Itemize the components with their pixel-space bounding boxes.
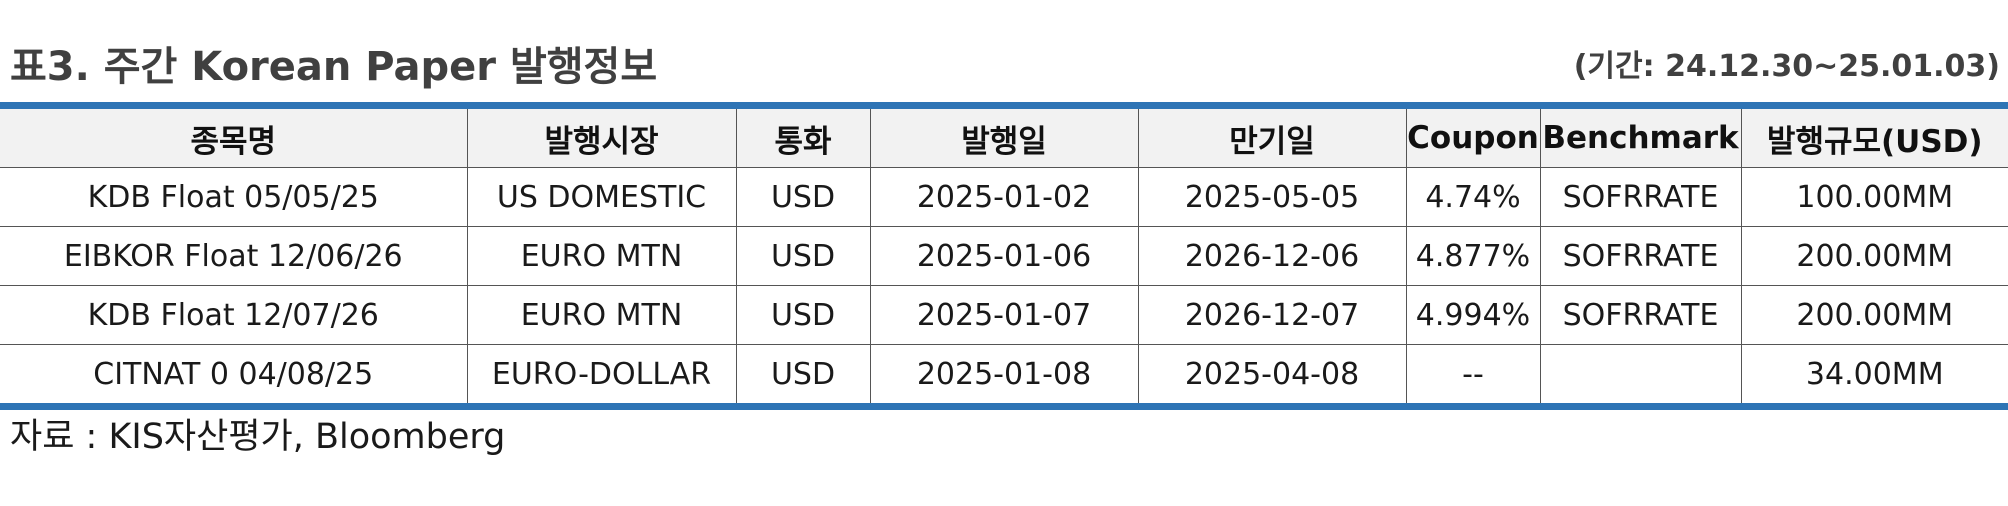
- cell-issue-size: 200.00MM: [1740, 285, 2008, 345]
- cell-maturity-date: 2025-04-08: [1137, 344, 1407, 403]
- cell-market: US DOMESTIC: [466, 167, 737, 227]
- cell-maturity-date: 2026-12-06: [1137, 226, 1407, 286]
- cell-currency: USD: [735, 167, 871, 227]
- table-header-row: 종목명 발행시장 통화 발행일 만기일 Coupon Benchmark 발행규…: [0, 109, 2008, 168]
- cell-coupon: 4.994%: [1405, 285, 1541, 345]
- cell-benchmark: SOFRRATE: [1539, 285, 1742, 345]
- table-row: KDB Float 12/07/26 EURO MTN USD 2025-01-…: [0, 285, 2008, 345]
- cell-currency: USD: [735, 226, 871, 286]
- source-note: 자료 : KIS자산평가, Bloomberg: [10, 417, 506, 457]
- cell-benchmark: SOFRRATE: [1539, 167, 1742, 227]
- cell-coupon: 4.877%: [1405, 226, 1541, 286]
- cell-issue-date: 2025-01-08: [869, 344, 1139, 403]
- page-title: 표3. 주간 Korean Paper 발행정보: [10, 44, 658, 90]
- cell-issue-size: 34.00MM: [1740, 344, 2008, 403]
- column-header-maturity-date: 만기일: [1137, 109, 1407, 168]
- cell-maturity-date: 2026-12-07: [1137, 285, 1407, 345]
- cell-issue-date: 2025-01-06: [869, 226, 1139, 286]
- cell-issue-size: 100.00MM: [1740, 167, 2008, 227]
- cell-currency: USD: [735, 344, 871, 403]
- title-row: 표3. 주간 Korean Paper 발행정보 (기간: 24.12.30~2…: [10, 28, 2000, 98]
- cell-benchmark: SOFRRATE: [1539, 226, 1742, 286]
- cell-coupon: --: [1405, 344, 1541, 403]
- column-header-name: 종목명: [0, 109, 468, 168]
- period-label: (기간: 24.12.30~25.01.03): [1573, 49, 2000, 84]
- cell-name: CITNAT 0 04/08/25: [0, 344, 468, 403]
- cell-market: EURO MTN: [466, 285, 737, 345]
- cell-name: EIBKOR Float 12/06/26: [0, 226, 468, 286]
- cell-currency: USD: [735, 285, 871, 345]
- table-top-rule: [0, 102, 2008, 109]
- cell-name: KDB Float 05/05/25: [0, 167, 468, 227]
- issuance-table-container: 종목명 발행시장 통화 발행일 만기일 Coupon Benchmark 발행규…: [0, 102, 2008, 410]
- column-header-coupon: Coupon: [1405, 109, 1541, 168]
- table-row: KDB Float 05/05/25 US DOMESTIC USD 2025-…: [0, 167, 2008, 227]
- cell-name: KDB Float 12/07/26: [0, 285, 468, 345]
- table-row: CITNAT 0 04/08/25 EURO-DOLLAR USD 2025-0…: [0, 344, 2008, 403]
- column-header-benchmark: Benchmark: [1539, 109, 1742, 168]
- cell-issue-date: 2025-01-07: [869, 285, 1139, 345]
- column-header-issue-date: 발행일: [869, 109, 1139, 168]
- column-header-currency: 통화: [735, 109, 871, 168]
- cell-maturity-date: 2025-05-05: [1137, 167, 1407, 227]
- cell-issue-size: 200.00MM: [1740, 226, 2008, 286]
- cell-benchmark: [1539, 344, 1742, 403]
- cell-market: EURO-DOLLAR: [466, 344, 737, 403]
- table-row: EIBKOR Float 12/06/26 EURO MTN USD 2025-…: [0, 226, 2008, 286]
- cell-issue-date: 2025-01-02: [869, 167, 1139, 227]
- cell-coupon: 4.74%: [1405, 167, 1541, 227]
- column-header-market: 발행시장: [466, 109, 737, 168]
- column-header-issue-size: 발행규모(USD): [1740, 109, 2008, 168]
- issuance-table: 종목명 발행시장 통화 발행일 만기일 Coupon Benchmark 발행규…: [0, 109, 2008, 403]
- cell-market: EURO MTN: [466, 226, 737, 286]
- table-bottom-rule: [0, 403, 2008, 410]
